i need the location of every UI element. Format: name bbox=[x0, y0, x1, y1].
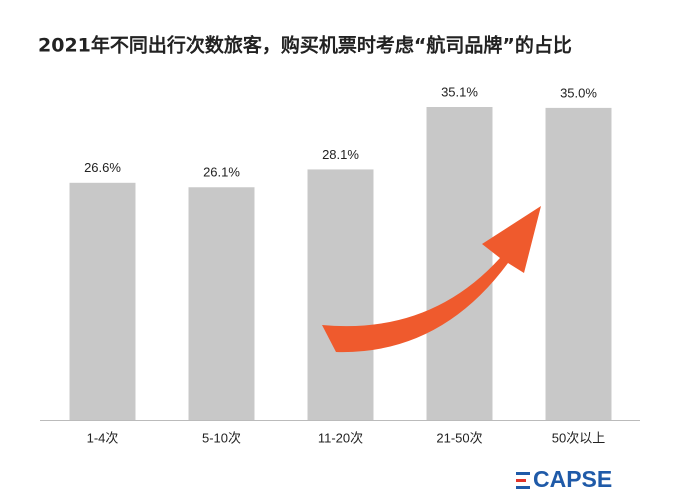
x-tick-label: 21-50次 bbox=[436, 430, 482, 445]
x-tick-label: 11-20次 bbox=[318, 430, 363, 445]
value-label: 28.1% bbox=[322, 147, 359, 162]
x-tick-label: 50次以上 bbox=[552, 430, 605, 445]
value-label: 35.0% bbox=[560, 85, 597, 100]
bar bbox=[69, 182, 136, 420]
value-label: 26.1% bbox=[203, 165, 240, 180]
logo-icon bbox=[516, 472, 530, 489]
chart-title: 2021年不同出行次数旅客，购买机票时考虑“航司品牌”的占比 bbox=[38, 34, 572, 57]
logo: CAPSE bbox=[533, 466, 612, 492]
x-tick-label: 1-4次 bbox=[87, 430, 119, 445]
bar bbox=[188, 187, 255, 420]
value-label: 35.1% bbox=[441, 84, 478, 99]
bar bbox=[307, 169, 374, 420]
bar bbox=[545, 107, 612, 421]
x-tick-label: 5-10次 bbox=[202, 430, 241, 445]
trend-arrow bbox=[322, 206, 541, 353]
value-label: 26.6% bbox=[84, 160, 121, 175]
bar bbox=[426, 107, 493, 420]
